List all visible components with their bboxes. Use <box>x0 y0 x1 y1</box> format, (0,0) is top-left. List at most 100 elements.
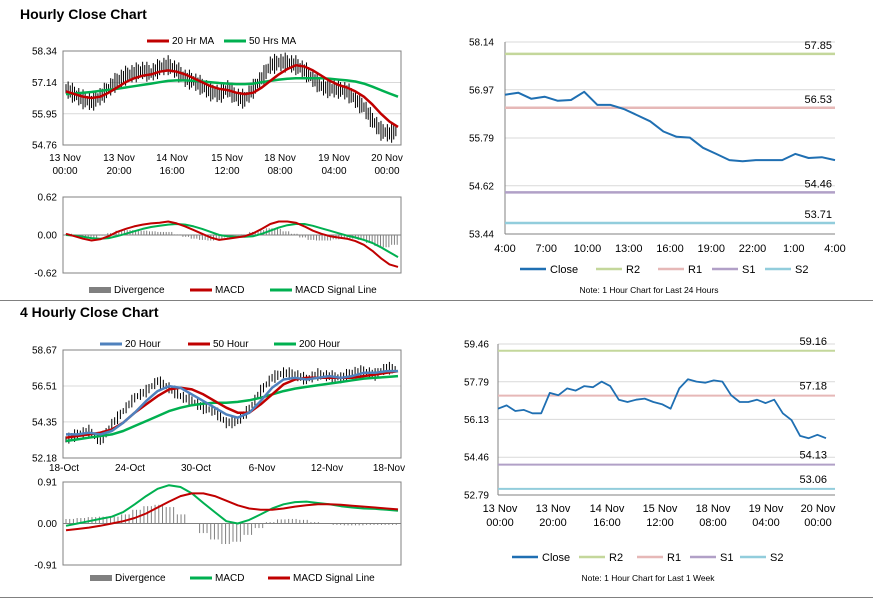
hourly-level-r1-label: 56.53 <box>804 94 832 106</box>
four-hourly-levels-x-tick-time: 16:00 <box>593 517 621 529</box>
four-hourly-levels-x-tick-time: 00:00 <box>486 517 514 529</box>
four-hourly-20hr-line <box>66 369 398 436</box>
four-hourly-macd-line <box>65 484 399 527</box>
hourly-20hr-ma-line <box>65 63 399 128</box>
four-hourly-legend-macd-label: MACD <box>215 573 244 584</box>
hourly-levels-note: Note: 1 Hour Chart for Last 24 Hours <box>580 285 719 295</box>
hourly-levels-legend-s2-label: S2 <box>795 264 808 276</box>
four-hourly-level-s1-label: 54.13 <box>799 450 827 462</box>
four-hourly-legend-divergence-swatch <box>90 575 112 581</box>
four-hourly-price-x-tick: 18-Oct <box>49 463 79 474</box>
hourly-price-y-tick-label: 55.95 <box>32 109 57 120</box>
four-hourly-section-title: 4 Hourly Close Chart <box>20 304 159 320</box>
hourly-close-line <box>504 90 836 163</box>
hourly-levels-x-tick: 16:00 <box>656 243 684 255</box>
hourly-levels-legend-close-label: Close <box>550 264 578 276</box>
four-hourly-price-y-tick-label: 54.35 <box>32 417 57 428</box>
four-hourly-levels-y-tick-label: 59.46 <box>464 340 489 351</box>
four-hourly-price-y-tick-label: 58.67 <box>32 346 57 357</box>
hourly-price-x-tick-time: 20:00 <box>106 166 131 177</box>
hourly-levels-y-tick-label: 56.97 <box>469 85 494 96</box>
four-hourly-levels-x-tick-time: 04:00 <box>752 517 780 529</box>
hourly-50hr-ma-line <box>65 77 399 98</box>
four-hourly-levels-legend-close-label: Close <box>542 552 570 564</box>
hourly-price-x-tick-date: 15 Nov <box>211 153 243 164</box>
four-hourly-levels-x-tick-time: 00:00 <box>804 517 832 529</box>
hourly-macd-y-tick-label: 0.00 <box>38 231 58 242</box>
hourly-levels-legend-r1-label: R1 <box>688 264 702 276</box>
four-hourly-legend-macd-signal-label: MACD Signal Line <box>293 573 375 584</box>
hourly-price-plot-frame <box>62 50 402 146</box>
four-hourly-legend-200hour-label: 200 Hour <box>299 339 341 350</box>
four-hourly-levels-x-tick-time: 20:00 <box>539 517 567 529</box>
four-hourly-levels-legend-r1-label: R1 <box>667 552 681 564</box>
four-hourly-level-s2-label: 53.06 <box>799 474 827 486</box>
hourly-price-x-tick-date: 13 Nov <box>103 153 135 164</box>
hourly-price-x-tick-time: 00:00 <box>52 166 77 177</box>
four-hourly-levels-y-tick-label: 54.46 <box>464 453 489 464</box>
four-hourly-price-x-tick: 12-Nov <box>311 463 343 474</box>
hourly-levels-x-tick: 13:00 <box>615 243 643 255</box>
four-hourly-levels-legend-s2-label: S2 <box>770 552 783 564</box>
bottom-divider <box>0 597 873 598</box>
hourly-price-x-tick-date: 13 Nov <box>49 153 81 164</box>
four-hourly-levels-x-tick-date: 13 Nov <box>536 503 571 515</box>
hourly-macd-y-tick-label: -0.62 <box>34 269 57 280</box>
four-hourly-price-y-tick-label: 56.51 <box>32 381 57 392</box>
hourly-levels-y-tick-label: 53.44 <box>469 230 494 241</box>
hourly-legend-divergence-swatch <box>89 287 111 293</box>
four-hourly-levels-x-tick-time: 08:00 <box>699 517 727 529</box>
section-divider <box>0 300 873 301</box>
hourly-levels-x-tick: 7:00 <box>536 243 557 255</box>
hourly-levels-legend-s1-label: S1 <box>742 264 755 276</box>
four-hourly-levels-y-tick-label: 57.79 <box>464 377 489 388</box>
hourly-legend-50hrs-ma-label: 50 Hrs MA <box>249 36 297 47</box>
hourly-section-title: Hourly Close Chart <box>20 6 147 22</box>
four-hourly-price-x-tick: 6-Nov <box>249 463 276 474</box>
four-hourly-levels-x-tick-time: 12:00 <box>646 517 674 529</box>
four-hourly-levels-x-tick-date: 20 Nov <box>801 503 836 515</box>
four-hourly-legend-divergence-label: Divergence <box>115 573 166 584</box>
hourly-price-x-tick-time: 08:00 <box>267 166 292 177</box>
hourly-levels-y-tick-label: 58.14 <box>469 38 494 49</box>
hourly-levels-x-tick: 1:00 <box>783 243 804 255</box>
hourly-legend-macd-label: MACD <box>215 285 244 296</box>
four-hourly-macd-y-tick-label: -0.91 <box>34 561 57 572</box>
four-hourly-levels-x-tick-date: 18 Nov <box>696 503 731 515</box>
hourly-macd-line <box>65 220 399 268</box>
hourly-levels-x-tick: 22:00 <box>739 243 767 255</box>
hourly-level-r2-label: 57.85 <box>804 40 832 52</box>
four-hourly-level-r2-label: 59.16 <box>799 336 827 348</box>
hourly-price-x-tick-date: 20 Nov <box>371 153 403 164</box>
hourly-levels-x-tick: 19:00 <box>697 243 725 255</box>
hourly-levels-y-tick-label: 54.62 <box>469 181 494 192</box>
four-hourly-levels-note: Note: 1 Hour Chart for Last 1 Week <box>581 573 715 583</box>
four-hourly-price-x-tick: 30-Oct <box>181 463 211 474</box>
hourly-price-x-tick-time: 04:00 <box>321 166 346 177</box>
hourly-levels-x-tick: 4:00 <box>824 243 845 255</box>
hourly-price-y-tick-label: 58.34 <box>32 47 57 58</box>
hourly-levels-legend-r2-label: R2 <box>626 264 640 276</box>
hourly-macd-y-tick-label: 0.62 <box>38 193 58 204</box>
hourly-levels-x-tick: 10:00 <box>574 243 602 255</box>
four-hourly-level-r1-label: 57.18 <box>799 381 827 393</box>
hourly-price-x-tick-date: 19 Nov <box>318 153 350 164</box>
four-hourly-levels-x-tick-date: 13 Nov <box>483 503 518 515</box>
hourly-legend-20hr-ma-label: 20 Hr MA <box>172 36 215 47</box>
four-hourly-macd-y-tick-label: 0.91 <box>38 478 58 489</box>
hourly-price-x-tick-time: 12:00 <box>214 166 239 177</box>
four-hourly-levels-y-tick-label: 52.79 <box>464 491 489 502</box>
hourly-levels-x-tick: 4:00 <box>494 243 515 255</box>
four-hourly-levels-legend-r2-label: R2 <box>609 552 623 564</box>
hourly-level-s2-label: 53.71 <box>804 209 832 221</box>
four-hourly-levels-x-tick-date: 19 Nov <box>749 503 784 515</box>
four-hourly-levels-x-tick-date: 14 Nov <box>590 503 625 515</box>
four-hourly-levels-x-tick-date: 15 Nov <box>643 503 678 515</box>
four-hourly-legend-20hour-label: 20 Hour <box>125 339 161 350</box>
four-hourly-macd-y-tick-label: 0.00 <box>38 519 58 530</box>
four-hourly-price-x-tick: 18-Nov <box>373 463 405 474</box>
four-hourly-price-plot-frame <box>62 349 402 459</box>
hourly-price-x-tick-date: 14 Nov <box>156 153 188 164</box>
four-hourly-price-x-tick: 24-Oct <box>115 463 145 474</box>
